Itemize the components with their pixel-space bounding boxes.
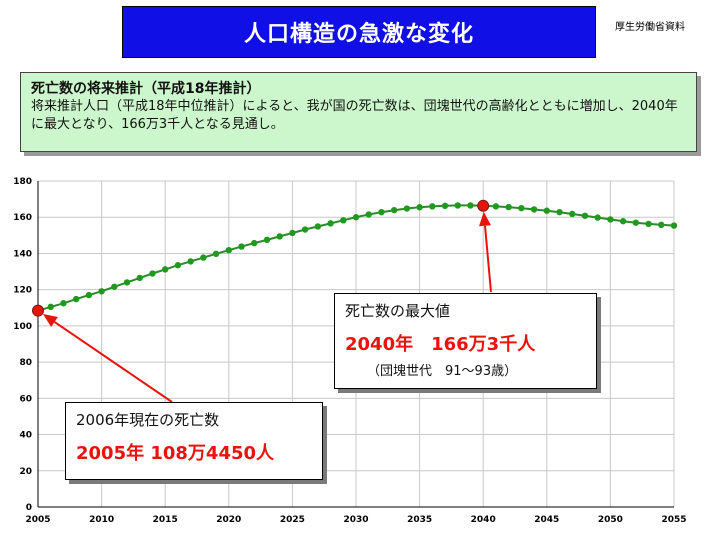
data-point (645, 220, 652, 228)
x-tick-label: 2045 (534, 515, 559, 525)
y-tick-label: 140 (13, 249, 32, 259)
data-point (289, 229, 296, 237)
highlight-point (477, 199, 490, 212)
data-point (123, 279, 131, 286)
data-point (543, 207, 550, 214)
data-point (327, 220, 334, 227)
y-tick-label: 120 (13, 286, 32, 296)
data-point (556, 208, 563, 216)
data-point (340, 217, 347, 224)
callout-arrows (42, 211, 492, 403)
data-point (467, 202, 474, 209)
x-tick-label: 2010 (89, 515, 114, 525)
arrow-head (479, 211, 491, 227)
data-point (60, 300, 67, 307)
y-tick-label: 100 (13, 322, 32, 332)
data-point (403, 205, 411, 212)
data-point (569, 210, 576, 218)
summary-heading: 死亡数の将来推計（平成18年推計） (31, 81, 261, 97)
y-tick-label: 0 (26, 503, 32, 513)
data-point (505, 203, 512, 211)
data-point (530, 206, 538, 213)
source-label: 厚生労働省資料 (615, 22, 685, 33)
data-point (301, 226, 309, 233)
data-point (454, 202, 461, 209)
page-title: 人口構造の急激な変化 (243, 22, 474, 47)
data-point (98, 288, 105, 295)
data-point (365, 211, 372, 218)
data-point (276, 233, 283, 240)
data-point (429, 203, 436, 210)
data-point (518, 204, 525, 212)
x-tick-label: 2050 (598, 515, 623, 525)
chart-axes (37, 181, 674, 508)
data-point (607, 216, 614, 223)
max-deaths-value: 2040年 166万3千人 (345, 334, 536, 355)
max-deaths-label: 死亡数の最大値 (345, 302, 451, 320)
current-deaths-label: 2006年現在の死亡数 (76, 411, 220, 429)
data-point (594, 214, 601, 221)
data-point (378, 208, 385, 216)
data-point (658, 221, 665, 229)
data-point (416, 204, 423, 211)
data-point (85, 291, 93, 299)
data-point (619, 218, 627, 225)
title-banner: 人口構造の急激な変化 (122, 6, 596, 58)
data-point (225, 246, 232, 254)
data-point (136, 274, 143, 282)
x-tick-label: 2015 (153, 515, 178, 525)
y-tick-label: 40 (19, 431, 32, 441)
max-deaths-callout: 死亡数の最大値 2040年 166万3千人 （団塊世代 91〜93歳） (334, 293, 597, 389)
max-deaths-note: （団塊世代 91〜93歳） (367, 364, 518, 379)
x-tick-label: 2040 (471, 515, 496, 525)
x-tick-label: 2025 (280, 515, 305, 525)
arrow-head (42, 314, 58, 327)
data-point (72, 295, 80, 303)
current-deaths-callout: 2006年現在の死亡数 2005年 108万4450人 (65, 402, 323, 480)
data-point (581, 212, 589, 219)
x-tick-label: 2035 (407, 515, 432, 525)
y-tick-label: 60 (19, 394, 32, 404)
data-point (314, 223, 322, 230)
arrow-to-2040-point (479, 211, 492, 293)
data-point (162, 266, 169, 273)
y-tick-label: 180 (13, 177, 32, 187)
arrow-shaft (53, 321, 173, 403)
data-point (187, 258, 194, 265)
data-point (390, 206, 398, 214)
chart-series (32, 199, 678, 317)
data-point (47, 303, 54, 311)
data-point (251, 239, 258, 247)
current-deaths-value: 2005年 108万4450人 (76, 443, 275, 464)
y-tick-label: 160 (13, 213, 32, 223)
data-point (212, 250, 220, 258)
data-point (441, 202, 449, 210)
y-tick-label: 20 (19, 467, 32, 477)
summary-body: 将来推計人口（平成18年中位推計）によると、我が国の死亡数は、団塊世代の高齢化と… (31, 99, 678, 132)
summary-box: 死亡数の将来推計（平成18年推計） 将来推計人口（平成18年中位推計）によると、… (20, 72, 697, 152)
arrow-to-2005-point (42, 314, 173, 403)
arrow-shaft (484, 225, 492, 293)
data-point (174, 262, 182, 269)
data-point (632, 219, 640, 226)
data-point (238, 243, 245, 250)
data-point (263, 236, 271, 244)
data-point (149, 270, 156, 277)
data-point (111, 283, 118, 290)
highlight-point (32, 304, 44, 317)
x-tick-label: 2030 (343, 515, 368, 525)
y-tick-label: 80 (19, 358, 32, 368)
data-point (352, 214, 360, 221)
x-tick-label: 2005 (25, 515, 50, 525)
data-point (670, 222, 678, 229)
data-point (492, 203, 500, 210)
data-point (200, 254, 207, 261)
x-tick-label: 2020 (216, 515, 241, 525)
x-tick-label: 2055 (661, 515, 686, 525)
